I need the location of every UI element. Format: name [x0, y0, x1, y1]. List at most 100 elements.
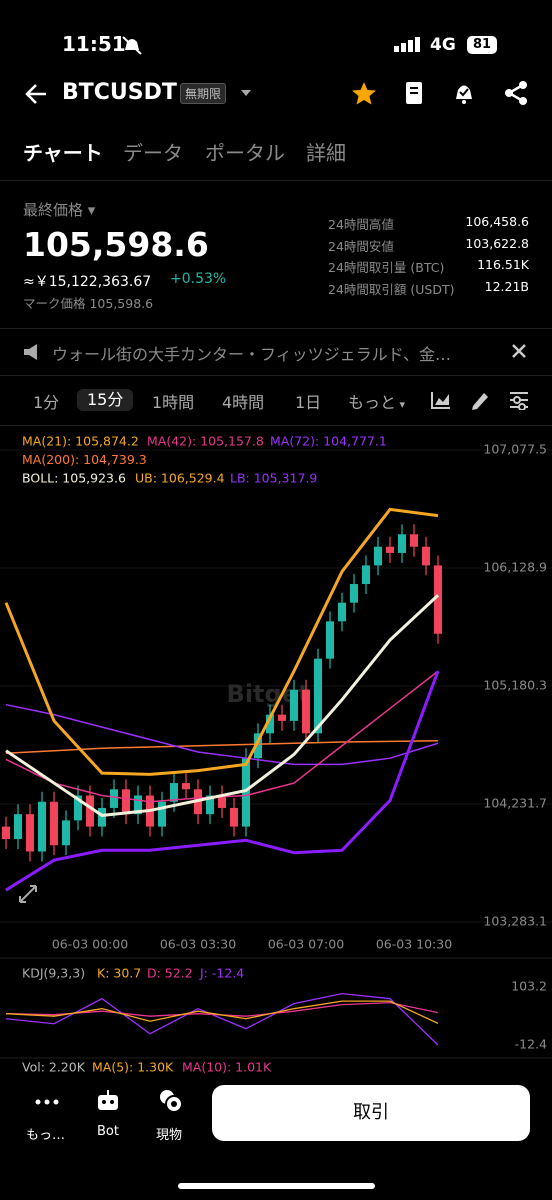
mute-icon [122, 36, 142, 55]
candle-body [338, 602, 346, 622]
caret[interactable] [240, 88, 252, 98]
x-tick-label: 06-03 00:00 [52, 937, 128, 952]
tab-active[interactable]: チャート [23, 141, 103, 165]
x-tick-label: 06-03 07:00 [268, 937, 344, 952]
nav-label[interactable]: もっ… [26, 1128, 66, 1143]
signal-icon [394, 37, 420, 52]
indicator-line [4, 507, 439, 776]
alert-icon[interactable] [452, 80, 476, 106]
spot-icon[interactable] [158, 1088, 184, 1114]
share-icon[interactable] [503, 80, 529, 106]
vol-label: MA(10): 1.01K [182, 1060, 272, 1075]
change: +0.53% [170, 271, 227, 287]
tab[interactable]: ポータル [205, 141, 285, 165]
kdj-tick-label: -12.4 [515, 1037, 547, 1052]
back-button[interactable] [24, 82, 50, 106]
candle-body [86, 795, 94, 827]
candle-body [410, 534, 418, 547]
candle-body [170, 783, 178, 802]
candle-body [14, 814, 22, 840]
badge: 無期限 [180, 83, 227, 104]
divider [0, 180, 552, 181]
candle-body [50, 801, 58, 846]
candle-body [2, 826, 10, 840]
draw-icon[interactable] [470, 389, 492, 411]
divider [0, 375, 552, 376]
star-icon[interactable] [350, 80, 378, 106]
kdj-line [5, 1000, 439, 1024]
expand-icon [19, 885, 37, 903]
kdj-title: KDJ(9,3,3) [22, 966, 85, 981]
x-tick-label: 06-03 03:30 [160, 937, 236, 952]
candle-body [278, 714, 286, 721]
stat-value: 106,458.6 [465, 214, 529, 229]
indicator-line [5, 670, 439, 803]
interval[interactable]: 15分 [77, 389, 134, 411]
candle-body [218, 795, 226, 808]
stat-label: 24時間取引額 (USDT) [328, 281, 455, 297]
candle-body [230, 807, 238, 827]
stat-value: 116.51K [477, 257, 529, 272]
candle-body [110, 789, 118, 808]
candle-body [266, 714, 274, 734]
candle-body [182, 783, 190, 790]
price-label-text: 最終価格 [23, 201, 84, 219]
candle-body [398, 534, 406, 553]
kdj-tick-label: 103.2 [511, 979, 547, 994]
interval[interactable]: もっと ▾ [348, 393, 406, 412]
indicator-icon[interactable] [430, 390, 452, 410]
candle-body [122, 789, 130, 815]
settings-icon[interactable] [509, 390, 529, 410]
trade-button[interactable]: 取引 [212, 1085, 530, 1141]
candle-body [290, 689, 298, 721]
candle-body [422, 546, 430, 566]
candle-body [362, 565, 370, 585]
stat-value: 12.21B [484, 278, 529, 294]
x-tick-label: 06-03 10:30 [376, 937, 452, 952]
candle-body [134, 795, 142, 815]
note-icon[interactable] [403, 80, 425, 106]
interval[interactable]: 1日 [295, 393, 322, 412]
candle-body [434, 565, 442, 634]
tab[interactable]: 詳細 [306, 141, 346, 165]
legend-text: MA(72): 104,777.1 [270, 434, 387, 449]
bot-icon[interactable] [96, 1090, 120, 1112]
close-icon[interactable] [511, 343, 527, 359]
stat-label: 24時間取引量 (BTC) [328, 260, 445, 275]
candle-body [38, 801, 46, 852]
tab[interactable]: データ [123, 141, 183, 165]
indicator-line [5, 670, 440, 892]
legend-text: MA(200): 104,739.3 [22, 452, 147, 467]
candle-body [374, 546, 382, 566]
interval[interactable]: 1分 [33, 393, 60, 412]
network: 4G [430, 35, 456, 55]
legend-text: MA(21): 105,874.2 [22, 434, 139, 449]
news[interactable]: ウォール街の大手カンター・フィッツジェラルド、金… [52, 345, 452, 364]
indicator-line [5, 740, 439, 754]
legend-text: BOLL: 105,923.6 [22, 471, 126, 486]
divider [0, 328, 552, 329]
symbol[interactable]: BTCUSDT [62, 80, 177, 105]
candle-body [326, 621, 334, 659]
interval[interactable]: 1時間 [152, 393, 195, 412]
clock: 11:51 [62, 32, 126, 56]
mark-price: マーク価格 105,598.6 [23, 296, 154, 311]
candle-body [158, 801, 166, 827]
more-icon[interactable] [35, 1092, 59, 1112]
nav-label[interactable]: Bot [97, 1124, 119, 1139]
legend-text: LB: 105,317.9 [230, 471, 317, 486]
indicator-line [5, 703, 439, 766]
interval[interactable]: 4時間 [222, 393, 265, 412]
candle-body [242, 758, 250, 827]
indicator-line [5, 594, 440, 817]
y-tick-label: 104,231.7 [483, 796, 547, 811]
stat-label: 24時間高値 [328, 217, 394, 232]
nav-label[interactable]: 現物 [156, 1128, 183, 1143]
kdj-label: K: 30.7 [97, 966, 141, 981]
y-tick-label: 103,283.1 [483, 914, 547, 929]
vol-label: MA(5): 1.30K [92, 1060, 174, 1075]
candle-body [302, 689, 310, 734]
candle-body [74, 795, 82, 821]
divider [0, 425, 552, 426]
